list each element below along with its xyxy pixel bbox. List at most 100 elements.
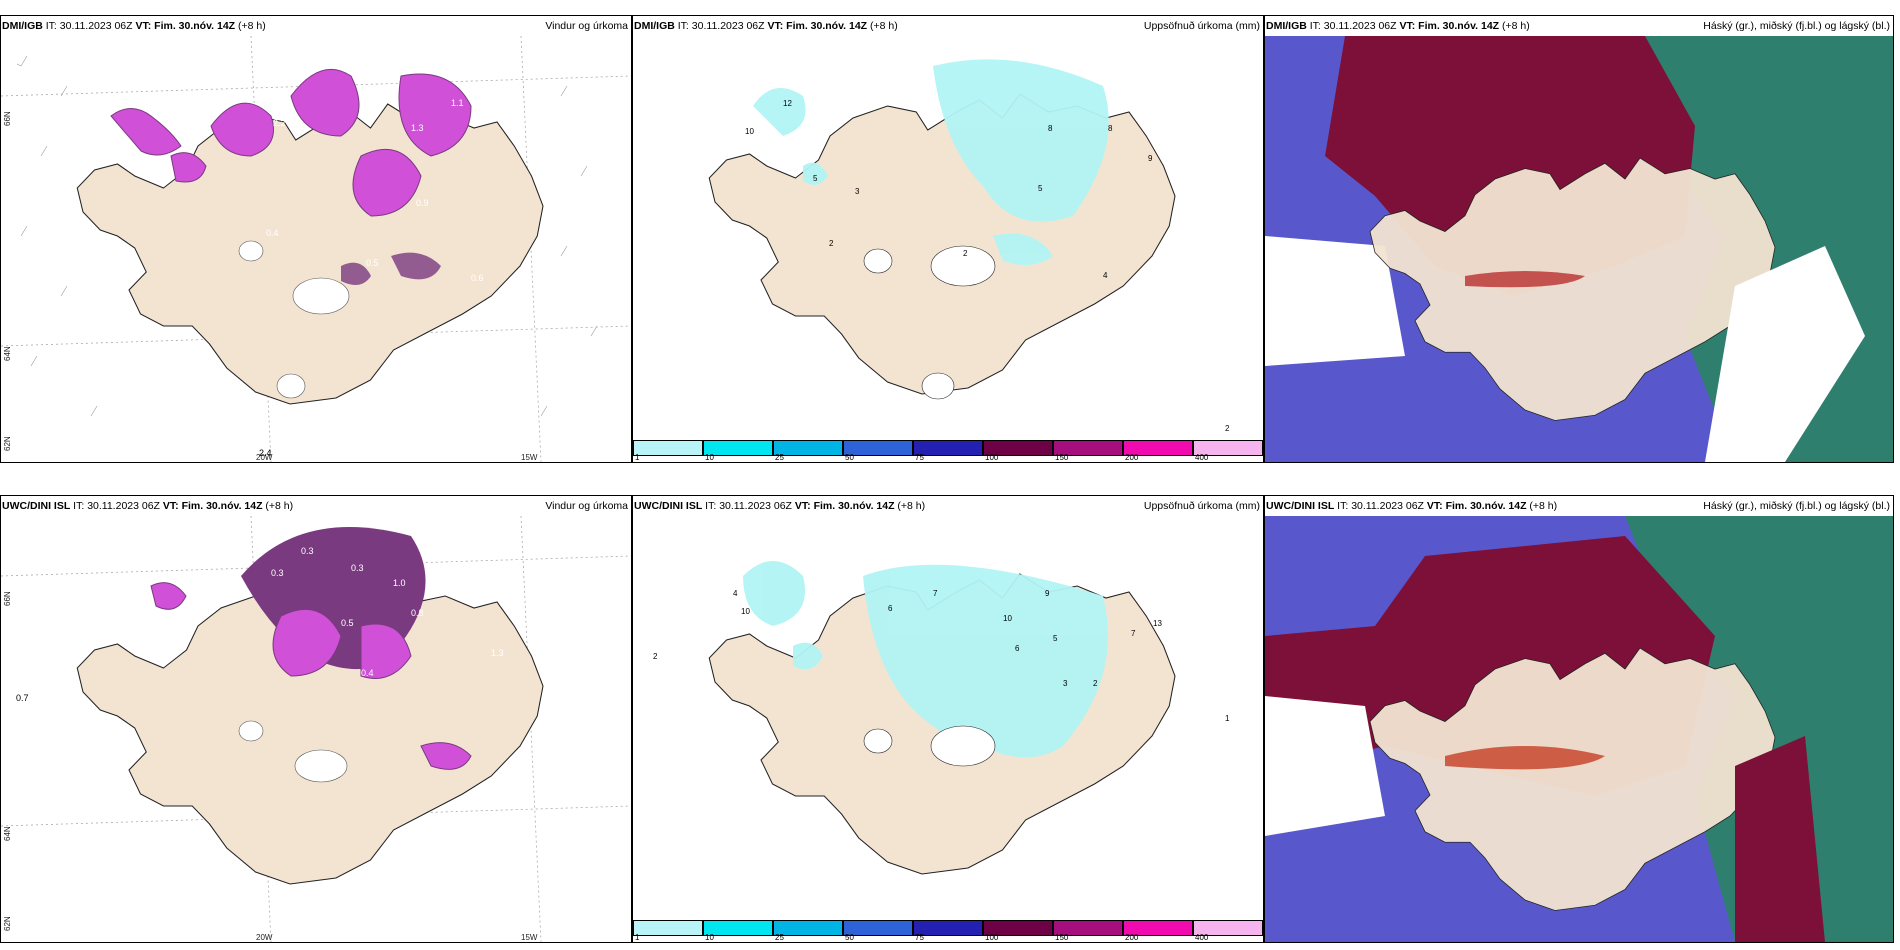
panel-title: Vindur og úrkoma <box>545 500 628 512</box>
accum-label: 7 <box>933 589 938 598</box>
precip-label: 0.4 <box>266 228 279 238</box>
lon-tick: 20W <box>256 933 273 942</box>
model-label: UWC/DINI ISL <box>2 500 71 512</box>
panel-header: DMI/IGB IT: 30.11.2023 06Z VT: Fim. 30.n… <box>1265 16 1893 36</box>
panel-title: Uppsöfnuð úrkoma (mm) <box>1143 20 1260 32</box>
colorbar-segment <box>913 440 983 456</box>
accum-label: 3 <box>1063 679 1068 688</box>
model-label: UWC/DINI ISL <box>1266 500 1335 512</box>
precip-label: 1.0 <box>393 578 406 588</box>
vt-value: Fim. 30.nóv. 14Z <box>154 20 236 32</box>
lat-tick: 64N <box>3 826 12 841</box>
accum-label: 12 <box>783 99 792 108</box>
precip-label: 0.7 <box>16 693 29 703</box>
precip-label: 0.5 <box>341 618 354 628</box>
it-label: IT: <box>45 20 57 32</box>
accum-label: 9 <box>1045 589 1050 598</box>
colorbar-label: 75 <box>915 453 924 462</box>
colorbar-segment <box>633 920 703 936</box>
accum-label: 8 <box>1048 124 1053 133</box>
panel-header: UWC/DINI ISL IT: 30.11.2023 06Z VT: Fim.… <box>633 496 1263 516</box>
lead-time: (+8 h) <box>870 20 898 32</box>
colorbar-label: 150 <box>1055 933 1069 942</box>
panel-row1-accum: DMI/IGB IT: 30.11.2023 06Z VT: Fim. 30.n… <box>632 15 1264 463</box>
it-value: 30.11.2023 06Z <box>719 500 792 512</box>
colorbar-label: 50 <box>845 933 854 942</box>
precip-label: 0.6 <box>471 273 484 283</box>
accum-label: 5 <box>1038 184 1043 193</box>
it-label: IT: <box>1309 20 1321 32</box>
lead-time: (+8 h) <box>265 500 294 512</box>
panel-row1-wind: DMI/IGB IT: 30.11.2023 06Z VT: Fim. 30.n… <box>0 15 632 463</box>
panel-row2-wind: UWC/DINI ISL IT: 30.11.2023 06Z VT: Fim.… <box>0 495 632 943</box>
vt-value: Fim. 30.nóv. 14Z <box>1418 20 1500 32</box>
lat-tick: 66N <box>3 111 12 126</box>
colorbar-label: 200 <box>1125 453 1139 462</box>
model-label: DMI/IGB <box>1266 20 1307 32</box>
vt-value: Fim. 30.nóv. 14Z <box>813 500 895 512</box>
accum-label: 4 <box>1103 271 1108 280</box>
colorbar-label: 200 <box>1125 933 1139 942</box>
colorbar-segment <box>633 440 703 456</box>
colorbar-segment <box>983 440 1053 456</box>
colorbar-label: 25 <box>775 453 784 462</box>
accum-label: 10 <box>745 127 754 136</box>
colorbar-label: 400 <box>1195 933 1209 942</box>
panel-row2-cloud: UWC/DINI ISL IT: 30.11.2023 06Z VT: Fim.… <box>1264 495 1894 943</box>
colorbar-label: 50 <box>845 453 854 462</box>
it-value: 30.11.2023 06Z <box>87 500 160 512</box>
panel-header: DMI/IGB IT: 30.11.2023 06Z VT: Fim. 30.n… <box>633 16 1263 36</box>
accum-label: 2 <box>653 652 658 661</box>
precip-label: 0.5 <box>366 258 379 268</box>
lat-tick: 62N <box>3 436 12 451</box>
it-value: 30.11.2023 06Z <box>59 20 133 32</box>
vt-value: Fim. 30.nóv. 14Z <box>181 500 263 512</box>
accum-label: 2 <box>963 249 968 258</box>
lat-tick: 64N <box>3 346 12 361</box>
lead-time: (+8 h) <box>897 500 926 512</box>
colorbar-segment <box>1193 920 1263 936</box>
colorbar-label: 75 <box>915 933 924 942</box>
it-label: IT: <box>1337 500 1349 512</box>
accum-label: 10 <box>1003 614 1012 623</box>
accum-label: 10 <box>741 607 750 616</box>
accum-precip-map: 10 12 5 3 2 8 8 9 5 2 4 2 <box>633 36 1263 462</box>
accum-label: 9 <box>1148 154 1153 163</box>
colorbar: 1 10 25 50 75 100 150 200 400 <box>633 912 1263 942</box>
precip-label: 1.3 <box>491 648 504 658</box>
colorbar-segment <box>773 920 843 936</box>
panel-title: Háský (gr.), miðský (fj.bl.) og lágský (… <box>1703 20 1890 32</box>
panel-title: Vindur og úrkoma <box>545 20 628 32</box>
wind-precip-map: 0.3 0.3 0.3 1.0 0.8 0.5 0.4 0.7 1.3 <box>1 516 631 942</box>
precip-label: 0.8 <box>411 608 424 618</box>
colorbar-segment <box>1193 440 1263 456</box>
accum-label: 8 <box>1108 124 1113 133</box>
panel-row2-accum: UWC/DINI ISL IT: 30.11.2023 06Z VT: Fim.… <box>632 495 1264 943</box>
vt-label: VT: <box>767 20 784 32</box>
colorbar-label: 25 <box>775 933 784 942</box>
panel-header: DMI/IGB IT: 30.11.2023 06Z VT: Fim. 30.n… <box>1 16 631 36</box>
vt-value: Fim. 30.nóv. 14Z <box>786 20 868 32</box>
it-value: 30.11.2023 06Z <box>1351 500 1424 512</box>
colorbar-segment <box>773 440 843 456</box>
lead-time: (+8 h) <box>1502 20 1530 32</box>
precip-label: 1.3 <box>411 123 424 133</box>
accum-label: 6 <box>1015 644 1020 653</box>
accum-label: 5 <box>1053 634 1058 643</box>
it-label: IT: <box>73 500 85 512</box>
lon-tick: 15W <box>521 453 538 462</box>
it-value: 30.11.2023 06Z <box>1323 20 1397 32</box>
accum-precip-map: 10 4 6 7 9 10 6 5 3 2 7 13 2 1 <box>633 516 1263 942</box>
colorbar-label: 1 <box>635 453 640 462</box>
precip-label: 0.3 <box>271 568 284 578</box>
colorbar-segment <box>703 440 773 456</box>
cloud-map <box>1265 516 1893 942</box>
model-label: DMI/IGB <box>634 20 675 32</box>
model-label: DMI/IGB <box>2 20 43 32</box>
precip-label: 1.1 <box>451 98 464 108</box>
colorbar-segment <box>983 920 1053 936</box>
colorbar-label: 150 <box>1055 453 1069 462</box>
model-label: UWC/DINI ISL <box>634 500 703 512</box>
vt-value: Fim. 30.nóv. 14Z <box>1445 500 1527 512</box>
lead-time: (+8 h) <box>1529 500 1558 512</box>
